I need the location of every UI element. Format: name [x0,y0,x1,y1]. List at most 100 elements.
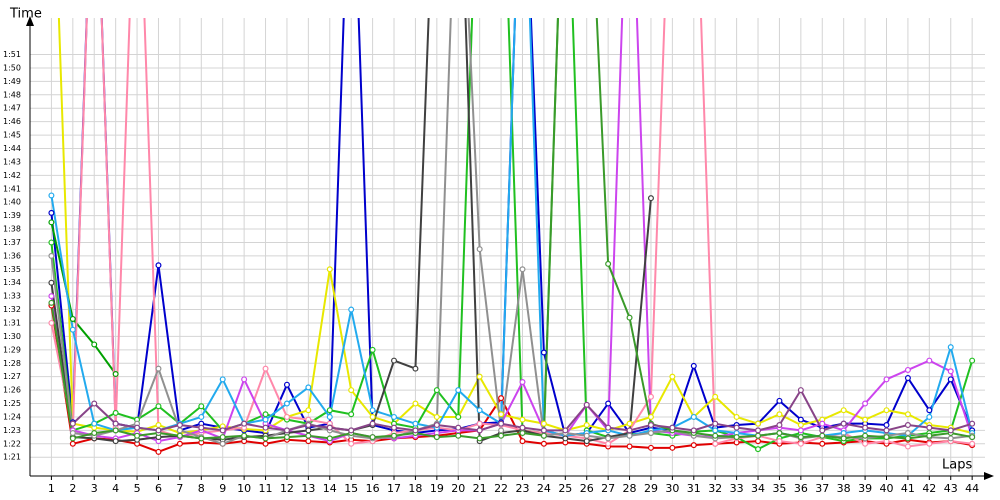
point [647,195,654,202]
point [797,421,804,428]
series-line [50,18,973,440]
point [755,427,762,434]
x-tick-label: 5 [134,482,141,495]
y-tick-label: 1:29 [3,345,21,354]
point [433,421,440,428]
x-tick-label: 15 [344,482,358,495]
x-tick-label: 42 [922,482,936,495]
series-line [50,18,973,448]
point [712,420,719,427]
point [755,438,762,445]
point [904,421,911,428]
point [519,438,526,445]
point [283,381,290,388]
point [647,430,654,437]
point [48,252,55,259]
point [647,444,654,451]
point [283,400,290,407]
point [755,446,762,453]
point [712,432,719,439]
point [755,420,762,427]
point [112,409,119,416]
point [476,420,483,427]
x-tick-label: 30 [665,482,679,495]
point [433,413,440,420]
y-tick-label: 1:21 [3,453,21,462]
point [626,314,633,321]
point [262,424,269,431]
y-tick-label: 1:48 [3,90,21,99]
point [498,427,505,434]
point [198,435,205,442]
point [412,400,419,407]
series-line [50,18,973,445]
point [583,438,590,445]
point [862,400,869,407]
point [369,346,376,353]
point [455,387,462,394]
point [369,407,376,414]
y-axis-arrow [26,16,34,26]
point [305,432,312,439]
point [797,434,804,441]
series-line [57,18,973,435]
point [91,420,98,427]
point [712,427,719,434]
point [840,435,847,442]
point [155,365,162,372]
point [155,262,162,269]
point [348,440,355,447]
point [797,416,804,423]
point [391,357,398,364]
x-tick-label: 40 [880,482,894,495]
y-tick-label: 1:38 [3,225,21,234]
point [605,260,612,267]
point [904,375,911,382]
point [904,411,911,418]
point [348,306,355,313]
point [219,434,226,441]
point [412,427,419,434]
point [733,413,740,420]
ticks: 1:21 1:22 1:23 1:24 1:25 1:26 1:27 1:28 1:29 1:30… [3,50,979,495]
point [797,387,804,394]
x-tick-label: 22 [494,482,508,495]
point [326,407,333,414]
x-tick-label: 18 [408,482,422,495]
point [48,319,55,326]
point [69,315,76,322]
point [262,365,269,372]
series-line [50,18,974,443]
point [647,421,654,428]
x-tick-label: 23 [515,482,529,495]
y-tick-label: 1:30 [3,332,21,341]
y-tick-label: 1:34 [3,278,21,287]
point [819,432,826,439]
point [733,424,740,431]
point [498,411,505,418]
x-tick-label: 17 [387,482,401,495]
point [519,266,526,273]
x-tick-label: 19 [430,482,444,495]
point [776,421,783,428]
point [326,435,333,442]
point [198,403,205,410]
point [883,421,890,428]
point [840,420,847,427]
point [391,432,398,439]
point [305,438,312,445]
point [262,411,269,418]
series-line [50,18,974,437]
point [476,435,483,442]
point [69,430,76,437]
point [562,435,569,442]
point [283,434,290,441]
point [498,420,505,427]
point [883,434,890,441]
point [690,362,697,369]
point [605,435,612,442]
point [262,440,269,447]
point [476,407,483,414]
x-tick-label: 9 [219,482,226,495]
point [112,427,119,434]
